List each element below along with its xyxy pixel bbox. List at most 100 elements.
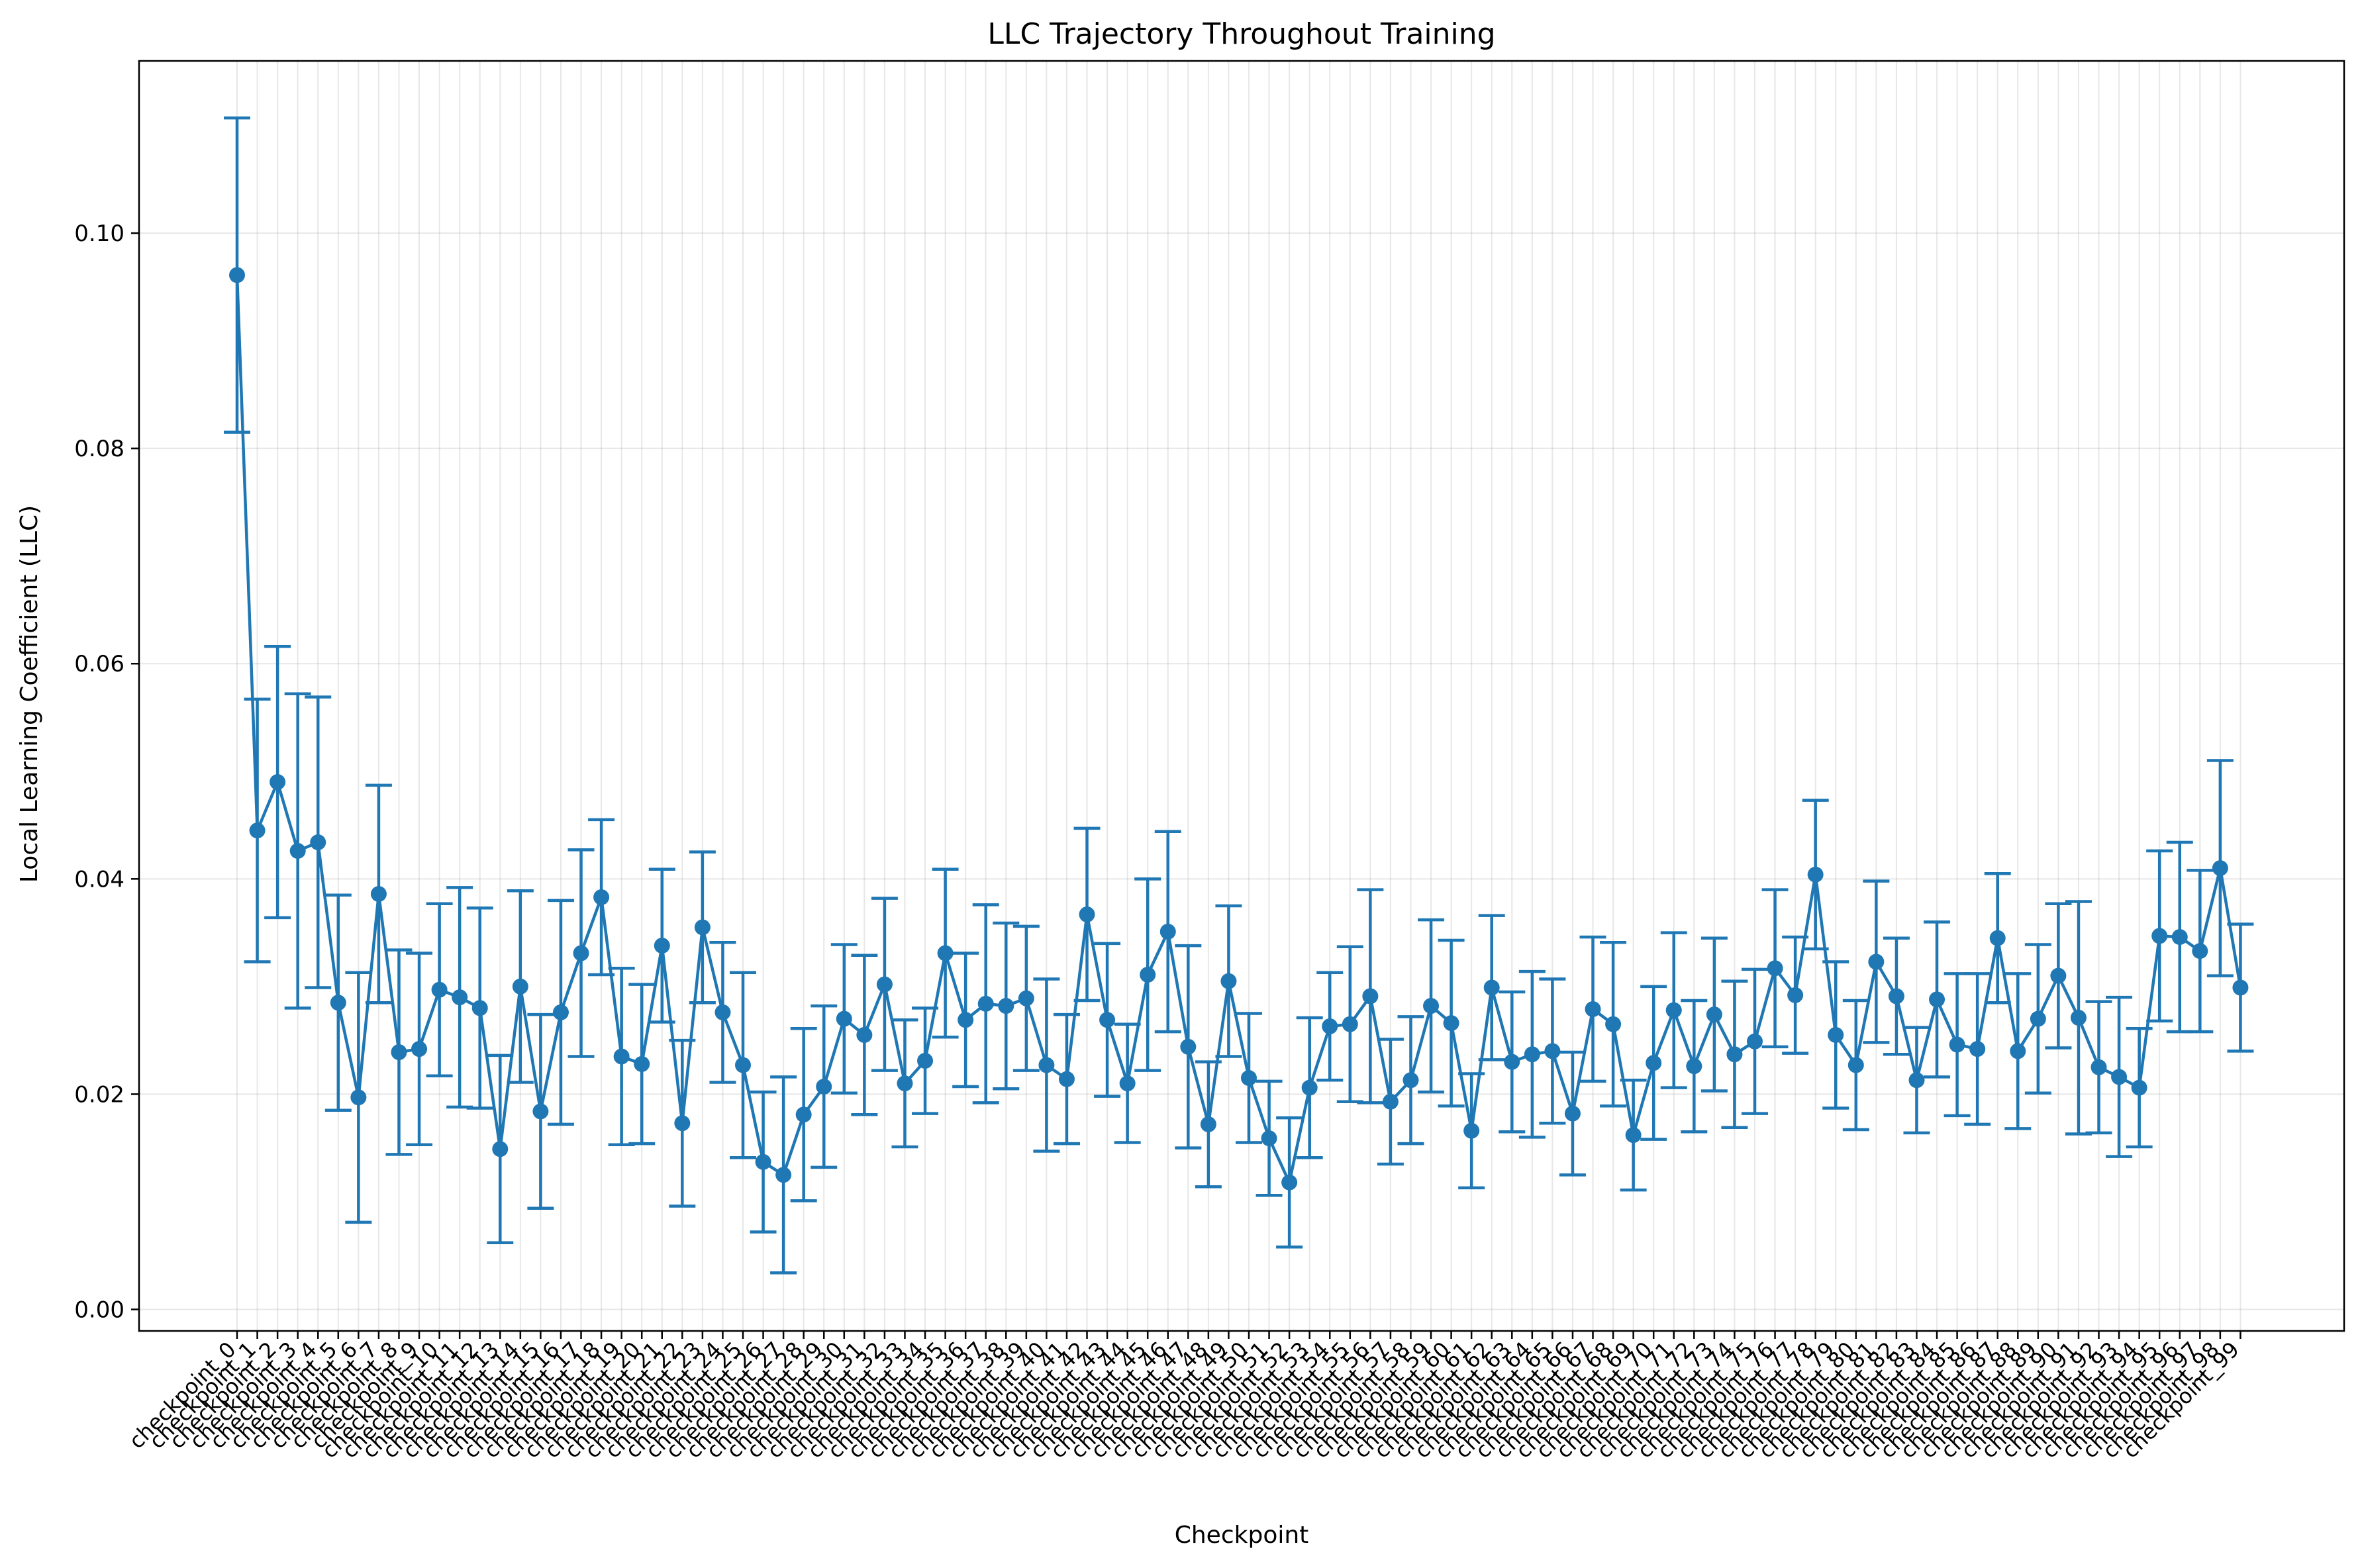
data-point <box>1888 988 1904 1004</box>
data-point <box>1807 866 1824 883</box>
data-point <box>1585 1001 1601 1017</box>
data-point <box>431 981 448 998</box>
data-point <box>1301 1079 1318 1096</box>
data-point <box>289 843 306 859</box>
data-point <box>1099 1012 1116 1028</box>
data-point <box>836 1010 852 1027</box>
data-point <box>1018 990 1034 1006</box>
data-point <box>613 1048 630 1065</box>
data-point <box>1159 923 1176 940</box>
data-point <box>1544 1043 1561 1059</box>
data-point <box>958 1012 974 1028</box>
data-point <box>876 976 893 993</box>
data-point <box>937 945 954 961</box>
data-point <box>1200 1116 1216 1132</box>
data-point <box>1949 1036 1965 1053</box>
y-axis: 0.00 0.02 0.04 0.06 0.08 0.10 <box>74 220 139 1323</box>
data-point <box>452 989 468 1006</box>
data-point <box>471 1000 488 1016</box>
data-point <box>370 886 387 903</box>
data-point <box>1524 1046 1540 1063</box>
data-point <box>1342 1016 1358 1032</box>
data-point <box>2091 1059 2107 1075</box>
data-point <box>998 998 1014 1014</box>
data-point <box>1908 1072 1925 1089</box>
data-point <box>1564 1105 1581 1122</box>
y-tick-label: 0.02 <box>74 1081 124 1108</box>
data-point <box>492 1141 509 1157</box>
data-point <box>897 1075 913 1092</box>
data-point <box>654 938 670 954</box>
data-point <box>1665 1002 1682 1018</box>
data-point <box>391 1044 407 1061</box>
llc-data-points <box>229 267 2249 1191</box>
data-point <box>1261 1130 1277 1147</box>
data-point <box>1322 1018 1338 1035</box>
data-point <box>1747 1033 1763 1050</box>
y-tick-label: 0.04 <box>74 866 124 893</box>
data-point <box>1362 988 1379 1004</box>
data-point <box>2131 1079 2147 1096</box>
data-point <box>634 1055 650 1072</box>
data-point <box>775 1167 792 1183</box>
data-point <box>229 267 245 283</box>
data-point <box>2050 967 2067 984</box>
data-point <box>816 1079 832 1095</box>
data-point <box>1929 991 1945 1008</box>
data-point <box>1241 1070 1257 1087</box>
data-point <box>1038 1057 1055 1073</box>
y-tick-label: 0.00 <box>74 1297 124 1323</box>
data-point <box>2151 928 2168 944</box>
x-axis: checkpoint_0checkpoint_1checkpoint_2chec… <box>124 1331 2244 1463</box>
data-point <box>2070 1010 2087 1026</box>
data-point <box>512 978 528 995</box>
data-point <box>1402 1072 1419 1089</box>
data-point <box>977 995 994 1012</box>
data-point <box>2212 860 2228 877</box>
data-point <box>1706 1006 1722 1023</box>
data-point <box>2232 979 2249 996</box>
data-point <box>1423 998 1440 1014</box>
data-point <box>1787 987 1804 1003</box>
data-point <box>1686 1058 1702 1075</box>
data-point <box>1382 1093 1399 1110</box>
data-point <box>1058 1071 1075 1087</box>
data-point <box>1847 1057 1864 1073</box>
data-point <box>2010 1043 2026 1059</box>
data-point <box>593 889 610 905</box>
data-point <box>714 1004 731 1020</box>
data-point <box>552 1004 569 1020</box>
data-point <box>1969 1041 1986 1057</box>
data-point <box>856 1027 873 1044</box>
data-point <box>1646 1055 1662 1071</box>
data-point <box>1625 1127 1642 1144</box>
data-point <box>1180 1038 1197 1055</box>
data-point <box>1868 954 1885 970</box>
data-point <box>1140 966 1156 983</box>
data-point <box>2030 1010 2046 1027</box>
chart-title: LLC Trajectory Throughout Training <box>987 17 1495 51</box>
data-point <box>1767 960 1783 977</box>
data-point <box>1989 930 2006 946</box>
plot-frame <box>138 60 2345 1332</box>
data-point <box>1726 1046 1743 1063</box>
data-point <box>2111 1069 2128 1085</box>
y-tick-label: 0.06 <box>74 651 124 677</box>
data-point <box>795 1106 812 1123</box>
y-tick-label: 0.08 <box>74 436 124 462</box>
data-point <box>2171 929 2188 946</box>
data-point <box>532 1103 549 1120</box>
data-point <box>1504 1054 1520 1070</box>
data-point <box>573 945 589 961</box>
data-point <box>1483 979 1500 996</box>
data-point <box>249 822 266 839</box>
data-point <box>1281 1174 1298 1191</box>
llc-series-line <box>235 275 2242 1184</box>
data-point <box>1605 1016 1622 1032</box>
y-axis-label: Local Learning Coefficient (LLC) <box>16 505 43 883</box>
data-point <box>755 1153 771 1170</box>
y-tick-label: 0.10 <box>74 220 124 247</box>
data-point <box>1119 1075 1136 1092</box>
data-point <box>310 834 326 851</box>
